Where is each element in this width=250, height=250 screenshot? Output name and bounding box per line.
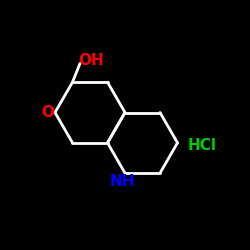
Text: OH: OH bbox=[78, 54, 104, 68]
Text: O: O bbox=[42, 105, 54, 120]
Text: NH: NH bbox=[110, 174, 135, 189]
Text: HCl: HCl bbox=[188, 138, 217, 152]
